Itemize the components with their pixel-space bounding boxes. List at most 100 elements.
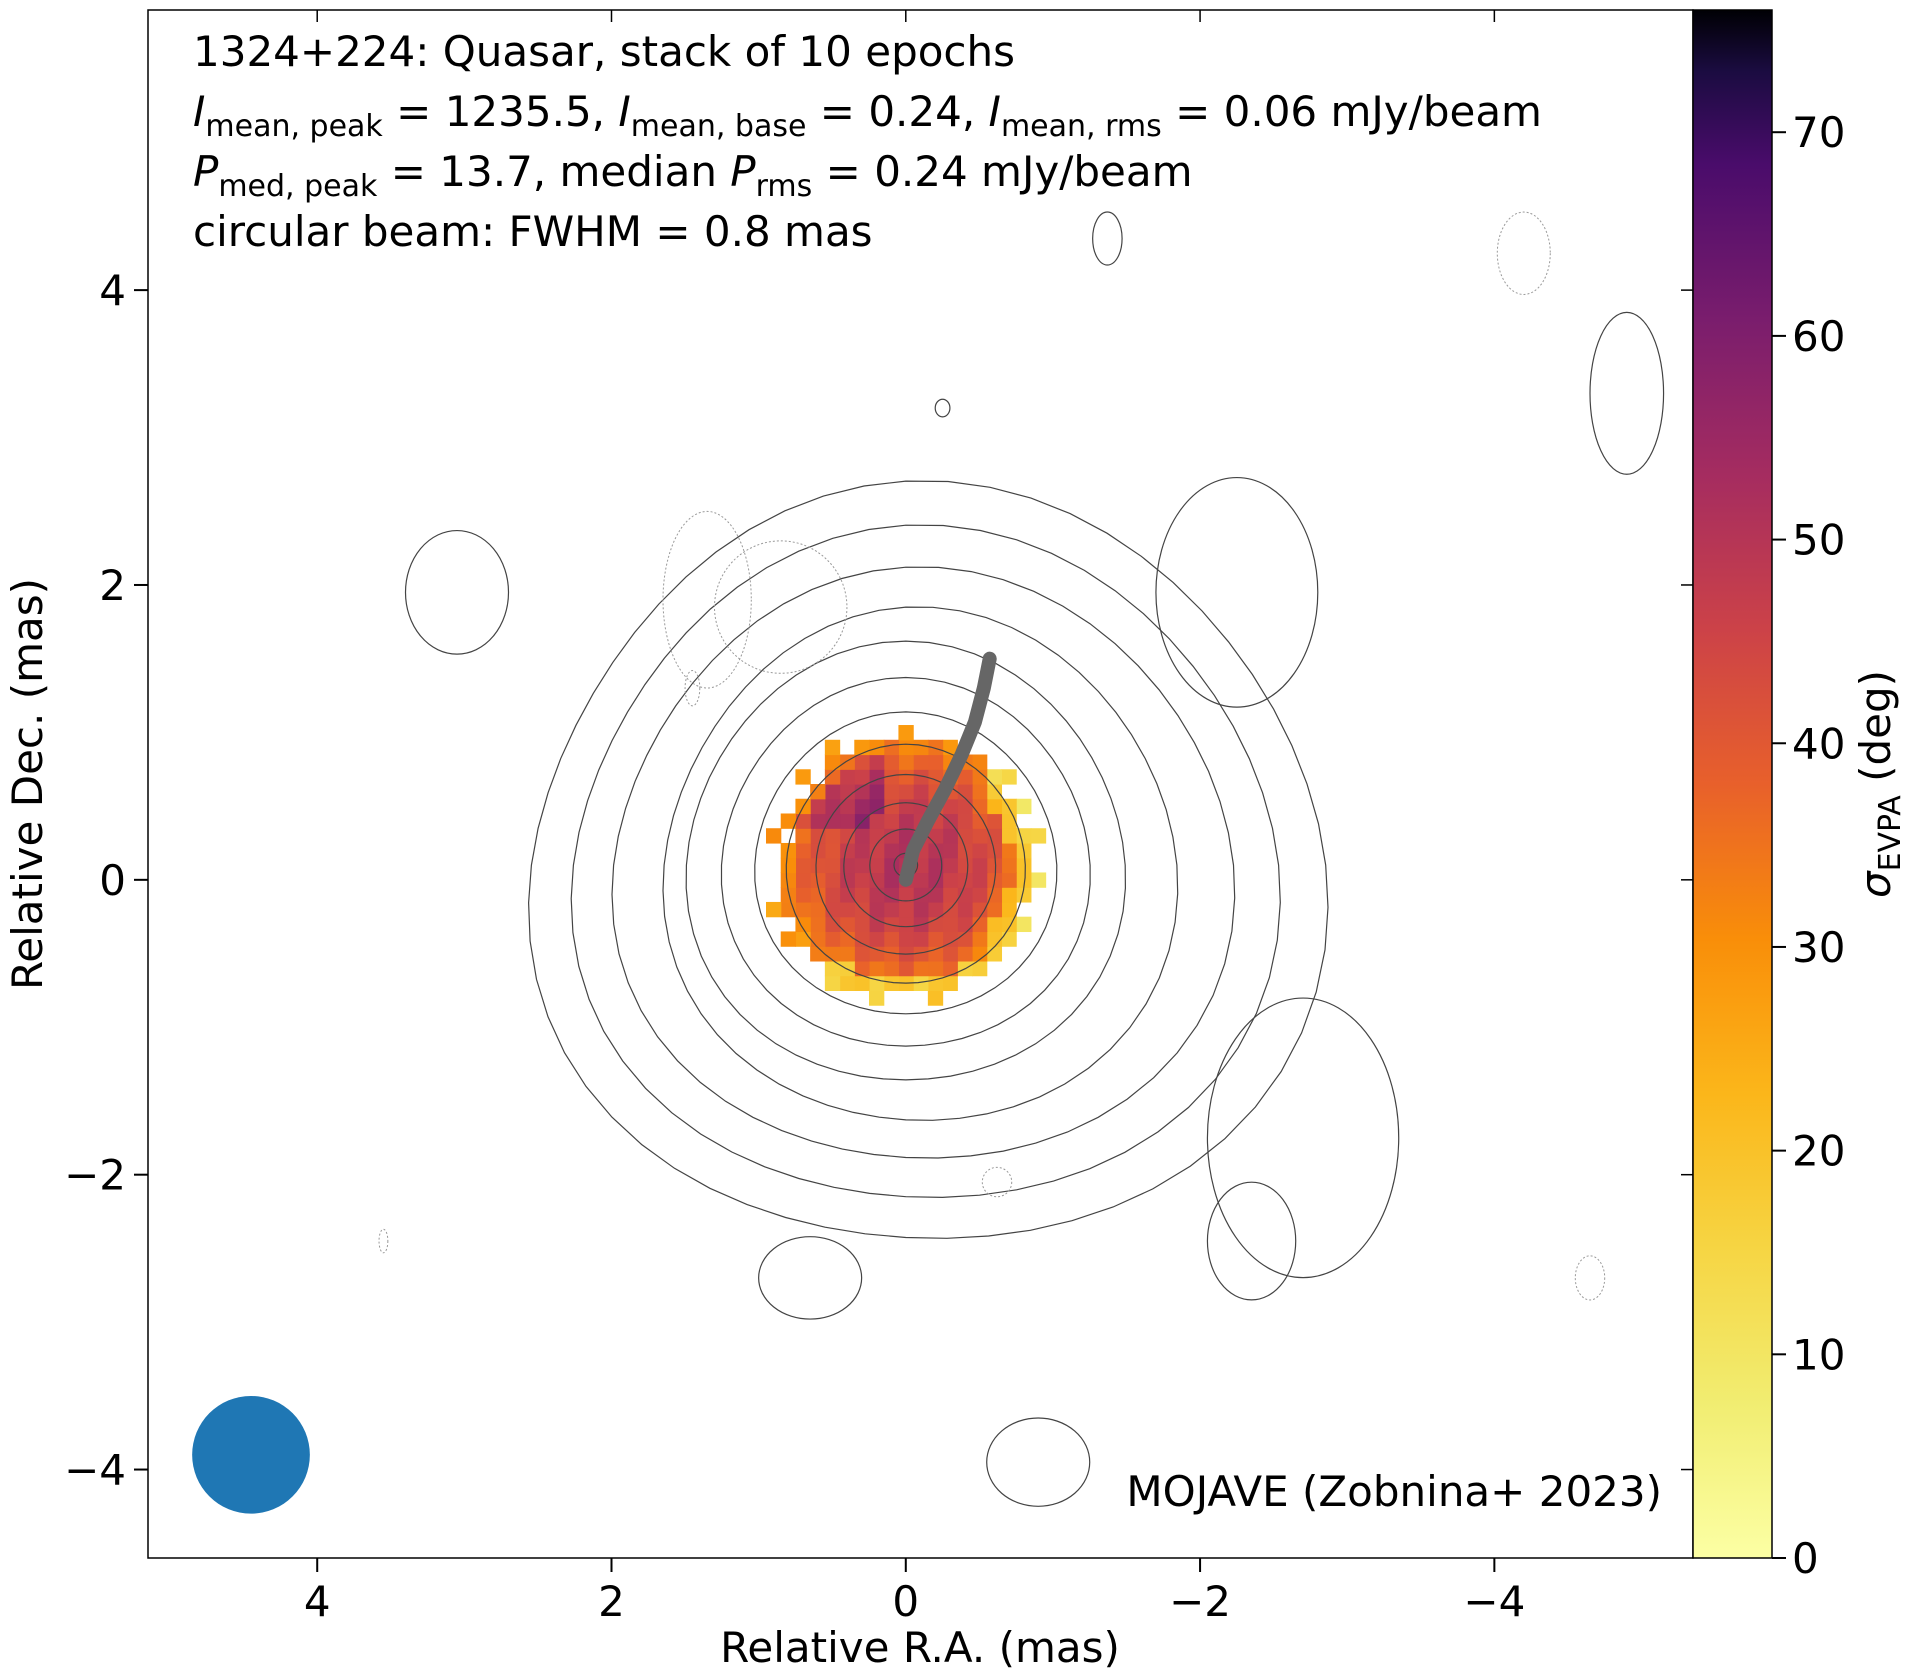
evpa-pixel xyxy=(854,828,870,844)
evpa-pixel xyxy=(810,784,826,800)
evpa-pixel xyxy=(854,798,870,815)
evpa-pixel xyxy=(957,916,973,933)
evpa-pixel xyxy=(1030,872,1047,888)
contour-level xyxy=(758,1236,863,1320)
negative-contour xyxy=(981,1166,1013,1198)
colorbar-tick-label: 40 xyxy=(1792,719,1845,768)
colorbar-gradient xyxy=(1692,9,1773,1559)
evpa-pixel xyxy=(986,769,1003,785)
evpa-pixel xyxy=(957,813,973,829)
evpa-pixel xyxy=(972,887,988,903)
evpa-pixel xyxy=(942,916,958,933)
evpa-pixel xyxy=(824,739,841,756)
evpa-pixel xyxy=(1001,798,1017,815)
evpa-pixel xyxy=(854,960,870,977)
evpa-pixel xyxy=(913,798,929,815)
evpa-pixel xyxy=(854,842,870,859)
evpa-pixel xyxy=(986,857,1003,874)
evpa-pixel xyxy=(824,754,841,770)
evpa-pixel xyxy=(795,887,811,903)
evpa-pixel xyxy=(898,931,914,947)
x-tick-label: 2 xyxy=(598,1577,625,1626)
evpa-pixel xyxy=(795,769,811,785)
y-tick-label: −2 xyxy=(64,1151,126,1200)
evpa-pixel xyxy=(810,931,826,947)
evpa-pixel xyxy=(986,887,1003,903)
evpa-pixel xyxy=(839,975,855,991)
evpa-pixel xyxy=(913,975,929,991)
evpa-pixel xyxy=(824,931,841,947)
evpa-pixel xyxy=(883,857,900,874)
evpa-pixel xyxy=(824,798,841,815)
evpa-pixel xyxy=(898,916,914,933)
evpa-pixel xyxy=(780,813,797,829)
y-axis: −4 −2 0 2 4 xyxy=(64,266,1693,1495)
evpa-pixel xyxy=(854,769,870,785)
evpa-pixel xyxy=(927,857,944,874)
evpa-pixel xyxy=(883,901,900,918)
colorbar-tick-label: 20 xyxy=(1792,1127,1845,1176)
evpa-pixel xyxy=(810,828,826,844)
evpa-pixel xyxy=(957,946,973,962)
negative-contour xyxy=(714,540,848,674)
evpa-pixel xyxy=(810,916,826,933)
evpa-pixel xyxy=(883,798,900,815)
evpa-pixel xyxy=(854,946,870,962)
evpa-pixel xyxy=(957,828,973,844)
evpa-pixel xyxy=(913,754,929,770)
evpa-pixel xyxy=(883,931,900,947)
evpa-pixel xyxy=(869,901,885,918)
beam-circle xyxy=(192,1395,310,1514)
x-axis-label: Relative R.A. (mas) xyxy=(720,1623,1120,1672)
evpa-pixel xyxy=(957,887,973,903)
evpa-pixel xyxy=(1016,916,1032,933)
evpa-pixel xyxy=(972,916,988,933)
evpa-pixel xyxy=(986,784,1003,800)
evpa-pixel xyxy=(780,931,797,947)
evpa-pixel xyxy=(927,931,944,947)
evpa-pixel xyxy=(795,901,811,918)
negative-contour xyxy=(1496,211,1551,295)
evpa-pixel xyxy=(795,842,811,859)
evpa-pixel xyxy=(927,739,944,756)
evpa-pixel xyxy=(869,798,885,815)
evpa-pixel xyxy=(927,887,944,903)
evpa-pixel xyxy=(1001,813,1017,829)
evpa-pixel xyxy=(972,842,988,859)
colorbar-tick-label: 10 xyxy=(1792,1330,1845,1379)
evpa-pixel xyxy=(1016,887,1032,903)
evpa-pixel xyxy=(1016,857,1032,874)
evpa-pixel xyxy=(1001,901,1017,918)
evpa-pixel xyxy=(898,828,914,844)
evpa-pixel xyxy=(927,960,944,977)
evpa-pixel xyxy=(898,784,914,800)
contour-level xyxy=(934,398,951,418)
evpa-pixel xyxy=(839,813,855,829)
annotation-line: circular beam: FWHM = 0.8 mas xyxy=(193,207,873,256)
evpa-pixel xyxy=(913,960,929,977)
evpa-pixel xyxy=(898,739,914,756)
evpa-pixel xyxy=(780,887,797,903)
evpa-pixel xyxy=(795,857,811,874)
evpa-pixel xyxy=(898,813,914,829)
evpa-pixel xyxy=(972,813,988,829)
evpa-pixel xyxy=(824,828,841,844)
evpa-pixel xyxy=(957,931,973,947)
evpa-pixel xyxy=(883,872,900,888)
colorbar-ticks: 0 10 20 30 40 50 60 70 xyxy=(1772,108,1845,1583)
x-tick-label: 4 xyxy=(304,1577,331,1626)
evpa-pixel xyxy=(824,975,841,991)
evpa-pixel xyxy=(883,784,900,800)
contour-level xyxy=(1092,211,1123,266)
evpa-pixel xyxy=(986,916,1003,933)
evpa-pixel xyxy=(854,754,870,770)
evpa-pixel xyxy=(898,901,914,918)
evpa-pixel xyxy=(986,901,1003,918)
evpa-pixel xyxy=(883,754,900,770)
evpa-pixel xyxy=(883,769,900,785)
evpa-pixel xyxy=(942,798,958,815)
evpa-pixel xyxy=(972,946,988,962)
evpa-pixel xyxy=(795,828,811,844)
evpa-pixel xyxy=(883,739,900,756)
evpa-pixel xyxy=(869,960,885,977)
